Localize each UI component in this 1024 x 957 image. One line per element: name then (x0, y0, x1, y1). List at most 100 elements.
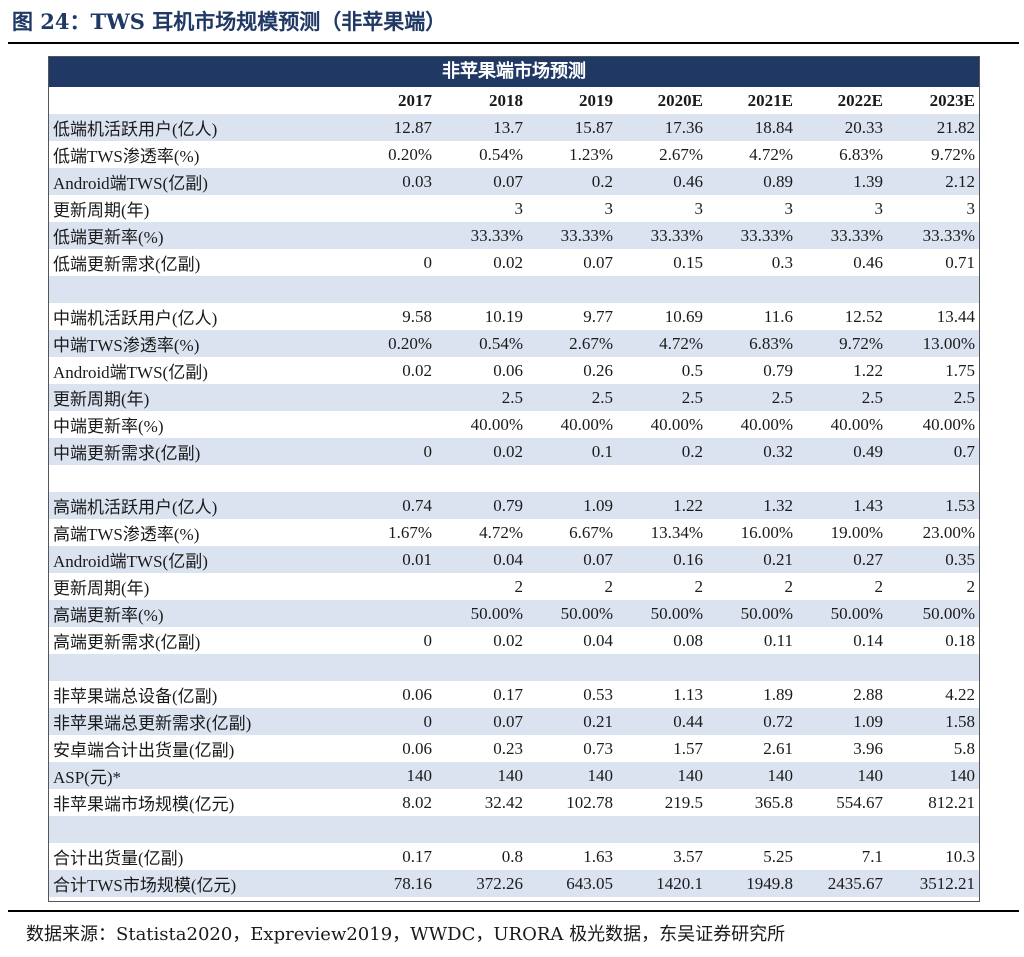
row-label: 低端更新需求(亿副) (53, 255, 201, 274)
cell-value: 0.14 (853, 630, 883, 650)
cell-value: 0.03 (349, 168, 436, 195)
cell-value: 1.09 (527, 492, 617, 519)
cell-value: 0.06 (402, 684, 432, 704)
row-label: ASP(元)* (49, 762, 349, 789)
cell-value: 40.00% (922, 414, 975, 434)
table-row: 高端更新需求(亿副) 0 0.02 0.04 0.08 0.11 0.14 0.18 (49, 627, 979, 654)
row-label: 更新周期(年) (49, 384, 349, 411)
row-label: 安卓端合计出货量(亿副) (53, 741, 235, 760)
cell-value (887, 654, 979, 681)
cell-value: 2.88 (853, 684, 883, 704)
cell-value: 1.32 (707, 492, 797, 519)
table-banner: 非苹果端市场预测 (49, 57, 979, 87)
table-row: 更新周期(年) 3 3 3 3 3 3 (49, 195, 979, 222)
cell-value: 0 (349, 708, 436, 735)
table-row: 低端机活跃用户(亿人) 12.87 13.7 15.87 17.36 18.84 20.33… (49, 114, 979, 141)
table-row: 中端机活跃用户(亿人) 9.58 10.19 9.77 10.69 11.6 12.52 13… (49, 303, 979, 330)
cell-value (617, 276, 707, 303)
cell-value: 2435.67 (797, 870, 887, 897)
row-label: 低端机活跃用户(亿人) (49, 114, 349, 141)
cell-value: 6.67% (569, 522, 613, 542)
cell-value: 6.83% (839, 144, 883, 164)
cell-value: 1.89 (763, 684, 793, 704)
row-label: 低端更新率(%) (49, 222, 349, 249)
cell-value (527, 465, 617, 492)
row-label: 中端更新率(%) (53, 417, 164, 436)
cell-value: 0.53 (583, 684, 613, 704)
cell-value: 812.21 (928, 792, 975, 812)
cell-value: 9.72% (797, 330, 887, 357)
cell-value: 9.58 (402, 306, 432, 326)
cell-value: 0.20% (349, 330, 436, 357)
cell-value: 0.74 (349, 492, 436, 519)
cell-value: 0.2 (527, 168, 617, 195)
row-label: 更新周期(年) (53, 579, 150, 598)
cell-value: 50.00% (527, 600, 617, 627)
cell-value: 0.49 (797, 438, 887, 465)
cell-value: 1.22 (617, 492, 707, 519)
cell-value: 140 (349, 762, 436, 789)
cell-value: 11.6 (763, 306, 793, 326)
cell-value: 0.07 (583, 252, 613, 272)
cell-value (527, 816, 617, 843)
row-label (49, 654, 349, 681)
cell-value: 0.02 (436, 438, 527, 465)
cell-value: 0.44 (617, 708, 707, 735)
cell-value: 0.54% (479, 144, 523, 164)
cell-value: 0.26 (583, 360, 613, 380)
cell-value: 33.33% (436, 222, 527, 249)
cell-value: 3.57 (673, 846, 703, 866)
table-row: Android端TWS(亿副) 0.01 0.04 0.07 0.16 0.21 0.27 0… (49, 546, 979, 573)
spacer-row (49, 654, 979, 681)
cell-value: 0.73 (583, 738, 613, 758)
cell-value: 3 (514, 198, 524, 218)
cell-value: 78.16 (349, 870, 436, 897)
cell-value: 2 (784, 576, 794, 596)
cell-value: 140 (436, 762, 527, 789)
row-label (49, 816, 349, 843)
row-label: 非苹果端市场规模(亿元) (53, 795, 235, 814)
cell-value: 2.67% (527, 330, 617, 357)
cell-value (887, 276, 979, 303)
cell-value: 5.8 (953, 738, 975, 758)
figure-title: 图 24：TWS 耳机市场规模预测（非苹果端） (12, 9, 447, 34)
cell-value: 0.46 (853, 252, 883, 272)
cell-value: 4.22 (945, 684, 975, 704)
top-rule (8, 42, 1019, 44)
cell-value: 0.17 (493, 684, 523, 704)
cell-value: 2.61 (763, 738, 793, 758)
cell-value: 12.87 (349, 114, 436, 141)
cell-value: 3512.21 (887, 870, 979, 897)
cell-value (797, 276, 887, 303)
cell-value: 0.7 (887, 438, 979, 465)
cell-value: 50.00% (797, 600, 887, 627)
cell-value: 0.11 (763, 630, 793, 650)
cell-value: 140 (887, 762, 979, 789)
row-label: Android端TWS(亿副) (49, 168, 349, 195)
row-label: 高端机活跃用户(亿人) (49, 492, 349, 519)
table-row: 中端TWS渗透率(%) 0.20% 0.54% 2.67% 4.72% 6.83% 9.72… (49, 330, 979, 357)
cell-value: 33.33% (797, 222, 887, 249)
cell-value (707, 816, 797, 843)
table-row: 合计出货量(亿副) 0.17 0.8 1.63 3.57 5.25 7.1 10.3 (49, 843, 979, 870)
column-header: 2017 (398, 90, 432, 110)
row-label: 非苹果端总设备(亿副) (53, 687, 218, 706)
cell-value: 3.96 (853, 738, 883, 758)
cell-value: 50.00% (707, 600, 797, 627)
cell-value: 23.00% (922, 522, 975, 542)
cell-value: 0.08 (673, 630, 703, 650)
cell-value: 0.02 (493, 630, 523, 650)
cell-value: 102.78 (566, 792, 613, 812)
cell-value: 0.07 (436, 708, 527, 735)
cell-value (617, 816, 707, 843)
cell-value: 15.87 (527, 114, 617, 141)
cell-value: 16.00% (740, 522, 793, 542)
cell-value: 2.5 (797, 384, 887, 411)
cell-value: 40.00% (740, 414, 793, 434)
cell-value: 0.71 (945, 252, 975, 272)
table-row: 低端TWS渗透率(%) 0.20% 0.54% 1.23% 2.67% 4.72% 6.83… (49, 141, 979, 168)
cell-value: 0.54% (436, 330, 527, 357)
cell-value: 5.25 (763, 846, 793, 866)
cell-value (797, 816, 887, 843)
cell-value: 1.67% (388, 522, 432, 542)
